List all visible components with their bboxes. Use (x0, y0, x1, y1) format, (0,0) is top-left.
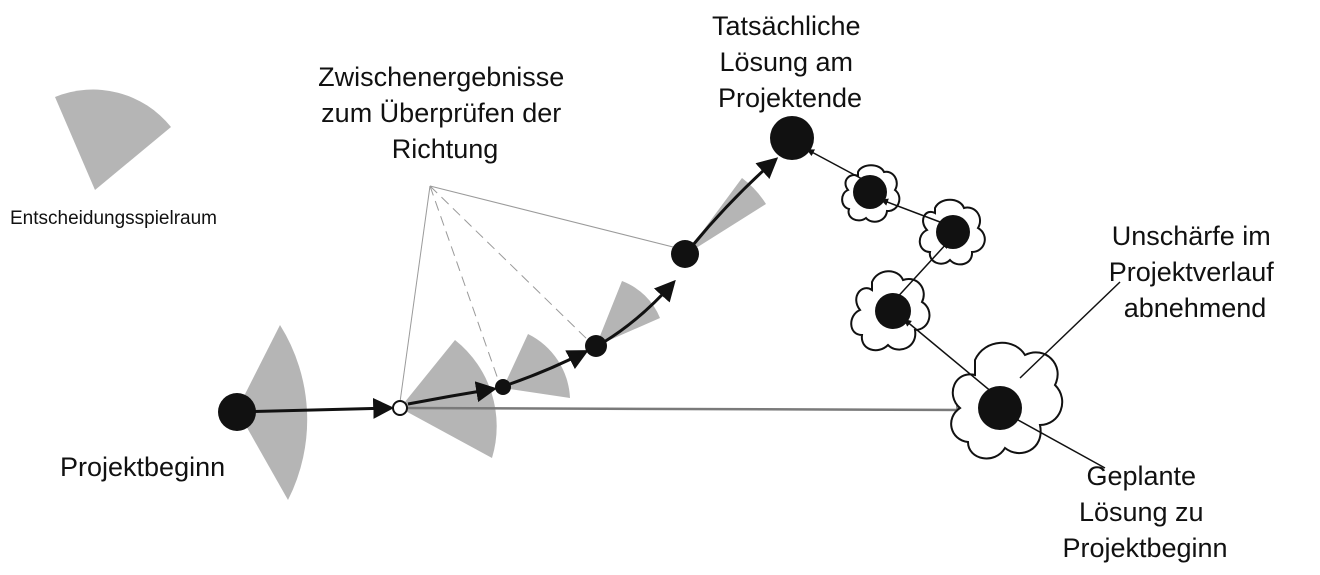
actual-solution-node (770, 116, 814, 160)
uncertainty-label: Unschärfe im Projektverlauf abnehmend (1109, 221, 1282, 323)
uncertainty-arrows (806, 149, 994, 394)
checkpoint-node-2 (495, 379, 511, 395)
uncertainty-line-2: Projektverlauf (1109, 257, 1275, 287)
checkpoint-node-4 (671, 240, 699, 268)
actual-solution-label: Tatsächliche Lösung am Projektende (712, 11, 868, 113)
planned-solution-node (978, 386, 1022, 430)
decision-sector-3 (503, 334, 570, 398)
planned-path-line (399, 401, 974, 419)
intermediate-line-1: Zwischenergebnisse (318, 62, 564, 92)
uncertain-node-3 (936, 215, 970, 249)
decision-sector-5 (685, 178, 766, 255)
uncertainty-line-3: abnehmend (1124, 293, 1267, 323)
legend-sector-icon (55, 89, 171, 190)
planned-line-1: Geplante (1086, 461, 1196, 491)
intermediate-results-label: Zwischenergebnisse zum Überprüfen der Ri… (318, 62, 572, 164)
pointer-lines (399, 185, 686, 403)
checkpoint-open-node (392, 400, 408, 416)
uncertain-node-2 (875, 293, 911, 329)
actual-line-2: Lösung am (719, 47, 853, 77)
intermediate-line-3: Richtung (392, 134, 499, 164)
decision-sector-4 (596, 281, 660, 346)
legend-label: Entscheidungsspielraum (10, 208, 217, 229)
start-label: Projektbeginn (60, 452, 225, 482)
actual-path (236, 157, 779, 419)
start-node (218, 393, 256, 431)
planned-line-3: Projektbeginn (1062, 533, 1227, 563)
decision-sector-2 (400, 340, 497, 458)
planned-solution-label: Geplante Lösung zu Projektbeginn (1062, 461, 1227, 563)
uncertainty-line-1: Unschärfe im (1112, 221, 1271, 251)
uncertain-node-4 (853, 175, 887, 209)
actual-line-1: Tatsächliche (712, 11, 861, 41)
checkpoint-node-3 (585, 335, 607, 357)
intermediate-line-2: zum Überprüfen der (321, 98, 561, 128)
uncertainty-pointer (1019, 281, 1121, 379)
actual-line-3: Projektende (718, 83, 862, 113)
planned-line-2: Lösung zu (1079, 497, 1204, 527)
